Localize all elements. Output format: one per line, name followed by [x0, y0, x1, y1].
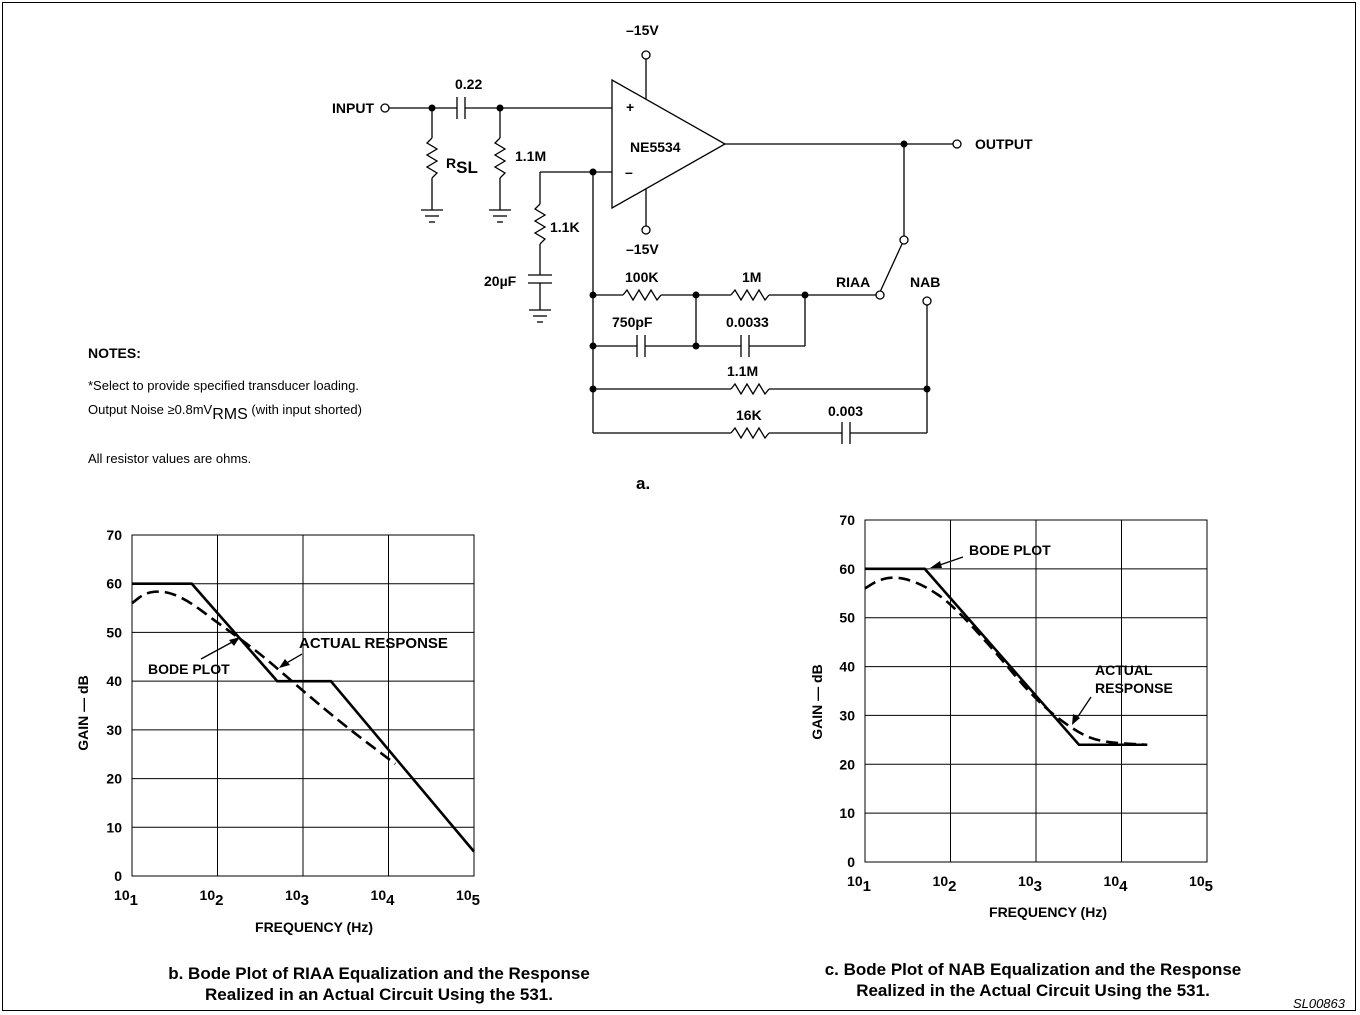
chart-nab: GAIN — dB FREQUENCY (Hz) BODE PLOT ACTUA…: [809, 512, 1241, 1000]
nab-terminal: [922, 296, 932, 306]
ground-symbol: [489, 209, 511, 223]
opamp-label: NE5534: [630, 139, 681, 155]
supply-bottom-label: –15V: [626, 241, 659, 257]
r-gnd-resistor: [533, 203, 547, 245]
r-sl-label: RSL: [446, 155, 478, 177]
opamp-plus: +: [626, 99, 634, 115]
figure-code: SL00863: [1293, 996, 1346, 1011]
r-16k-resistor: [730, 426, 770, 440]
notes-line1: *Select to provide specified transducer …: [88, 378, 359, 393]
series-actual-response: [864, 576, 1148, 747]
caption-b-line2: Realized in an Actual Circuit Using the …: [205, 985, 553, 1004]
c-gnd-label: 20µF: [484, 273, 517, 289]
y-tick-label: 30: [106, 722, 122, 738]
y-tick-label: 20: [106, 771, 122, 787]
y-tick-label: 0: [114, 868, 122, 884]
schematic: INPUT 0.22 RSL 1.1M NE5534 +: [332, 22, 1033, 493]
annotation-actual: ACTUAL: [1095, 662, 1153, 678]
ground-symbol: [529, 309, 551, 323]
supply-top-label: –15V: [626, 22, 659, 38]
sub-label-a: a.: [636, 474, 650, 493]
y-tick-label: 10: [106, 819, 122, 835]
switch-arm: [879, 243, 903, 293]
r-100k-resistor: [622, 288, 662, 302]
r-1m-resistor: [730, 288, 770, 302]
y-tick-label: 60: [839, 561, 855, 577]
supply-bottom-terminal: [641, 225, 651, 235]
annotation-bode-plot: BODE PLOT: [148, 661, 230, 677]
opamp-minus: –: [625, 164, 633, 180]
nab-label: NAB: [910, 274, 940, 290]
x-tick-label: 105: [456, 887, 480, 909]
caption-b-line1: b. Bode Plot of RIAA Equalization and th…: [168, 964, 590, 983]
x-tick-label: 104: [1104, 873, 1129, 895]
y-tick-label: 60: [106, 576, 122, 592]
notes-title: NOTES:: [88, 345, 141, 361]
y-tick-label: 70: [839, 512, 855, 528]
r-11m-label: 1.1M: [727, 363, 758, 379]
y-tick-label: 40: [106, 673, 122, 689]
y-tick-label: 0: [847, 854, 855, 870]
y-tick-label: 30: [839, 707, 855, 723]
y-tick-label: 20: [839, 756, 855, 772]
x-tick-label: 105: [1189, 873, 1213, 895]
r-bias-label: 1.1M: [515, 148, 546, 164]
notes: NOTES: *Select to provide specified tran…: [88, 345, 362, 466]
caption-c-line2: Realized in the Actual Circuit Using the…: [856, 981, 1210, 1000]
r-1m-label: 1M: [742, 269, 761, 285]
r-100k-label: 100K: [625, 269, 658, 285]
output-label: OUTPUT: [975, 136, 1033, 152]
r-11m-resistor: [730, 382, 770, 396]
notes-line2: Output Noise ≥0.8mVRMS (with input short…: [88, 402, 362, 423]
c-750p-label: 750pF: [612, 314, 653, 330]
r-16k-label: 16K: [736, 407, 762, 423]
x-tick-label: 101: [114, 887, 138, 909]
x-tick-label: 103: [285, 887, 309, 909]
y-tick-label: 50: [106, 624, 122, 640]
switch-common-terminal: [899, 235, 909, 245]
annotation-actual-response: ACTUAL RESPONSE: [299, 635, 448, 652]
caption-c-line1: c. Bode Plot of NAB Equalization and the…: [825, 960, 1242, 979]
r-sl-resistor: [425, 137, 439, 179]
ground-symbol: [421, 209, 443, 223]
series-bode-plot: [132, 582, 475, 853]
input-terminal: [380, 103, 390, 113]
y-axis-label: GAIN — dB: [809, 664, 825, 739]
supply-top-terminal: [641, 50, 651, 60]
x-axis-label: FREQUENCY (Hz): [989, 904, 1107, 920]
x-tick-label: 102: [200, 887, 224, 909]
x-axis-label: FREQUENCY (Hz): [255, 919, 373, 935]
x-tick-label: 102: [933, 873, 957, 895]
series-actual-response: [131, 590, 397, 765]
series-bode-plot: [865, 567, 1148, 747]
c-input-label: 0.22: [455, 76, 482, 92]
r-gnd-label: 1.1K: [550, 219, 580, 235]
riaa-label: RIAA: [836, 274, 870, 290]
chart-riaa: GAIN — dB FREQUENCY (Hz) BODE PLOT ACTUA…: [75, 527, 590, 1004]
opamp-ne5534: [611, 78, 727, 210]
r-bias-resistor: [493, 137, 507, 179]
input-label: INPUT: [332, 100, 374, 116]
x-tick-label: 103: [1018, 873, 1042, 895]
y-axis-label: GAIN — dB: [75, 675, 91, 750]
y-tick-label: 40: [839, 659, 855, 675]
c-0033-label: 0.0033: [726, 314, 769, 330]
x-tick-label: 101: [847, 873, 871, 895]
c-0003-label: 0.003: [828, 403, 863, 419]
riaa-terminal: [875, 290, 885, 300]
annotation-response: RESPONSE: [1095, 680, 1173, 696]
y-tick-label: 10: [839, 805, 855, 821]
x-tick-label: 104: [371, 887, 396, 909]
notes-line3: All resistor values are ohms.: [88, 451, 251, 466]
y-tick-label: 70: [106, 527, 122, 543]
output-terminal: [952, 139, 962, 149]
annotation-bode-plot: BODE PLOT: [969, 542, 1051, 558]
y-tick-label: 50: [839, 610, 855, 626]
annotation-arrow: [200, 639, 237, 660]
